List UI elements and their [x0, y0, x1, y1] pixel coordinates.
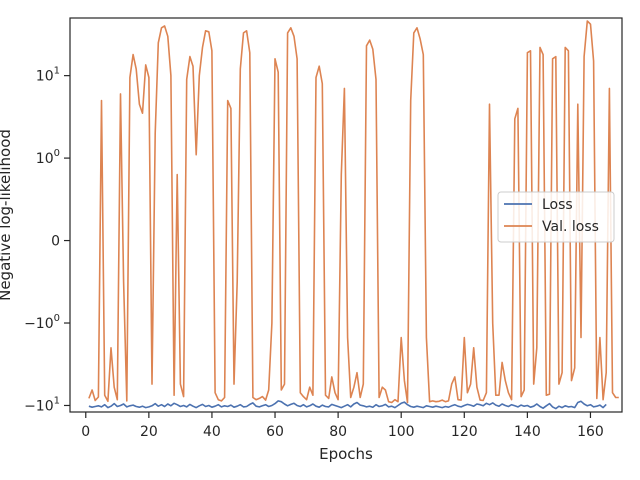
y-tick-label-exponent: 1 [54, 395, 60, 406]
x-tick-label: 100 [388, 424, 415, 440]
series-line-0 [88, 400, 607, 410]
y-tick-label: 100 [36, 148, 60, 167]
x-tick-label: 120 [451, 424, 478, 440]
x-tick-label: 160 [577, 424, 604, 440]
series-line-1 [88, 20, 619, 404]
x-tick-label: 80 [329, 424, 347, 440]
x-tick-label: 20 [140, 424, 158, 440]
x-tick-label: 0 [81, 424, 90, 440]
x-tick-label: 60 [266, 424, 284, 440]
y-tick-label-base: 10 [36, 151, 54, 167]
y-tick-label-base: −10 [24, 398, 54, 414]
y-tick-label-exponent: 1 [54, 66, 60, 77]
y-tick-label-exponent: 0 [54, 313, 60, 324]
y-tick-label: −100 [24, 313, 60, 332]
y-tick-label: 0 [51, 234, 60, 250]
y-tick-label-base: −10 [24, 316, 54, 332]
y-tick-label: −101 [24, 395, 60, 414]
legend: Loss Val. loss [497, 191, 615, 243]
y-axis-label: Negative log-likelihood [0, 129, 14, 301]
x-axis-label: Epochs [319, 445, 373, 463]
legend-label: Val. loss [542, 219, 599, 235]
y-tick-label-exponent: 0 [54, 148, 60, 159]
series-layer [88, 20, 619, 410]
y-tick-label-base: 10 [36, 69, 54, 85]
y-tick-label: 101 [36, 66, 60, 85]
x-axis: 0 20 40 60 80 100 120 140 160 [81, 412, 604, 440]
x-tick-label: 40 [203, 424, 221, 440]
legend-label: Loss [542, 197, 573, 213]
x-tick-label: 140 [514, 424, 541, 440]
plot-frame [69, 17, 623, 413]
